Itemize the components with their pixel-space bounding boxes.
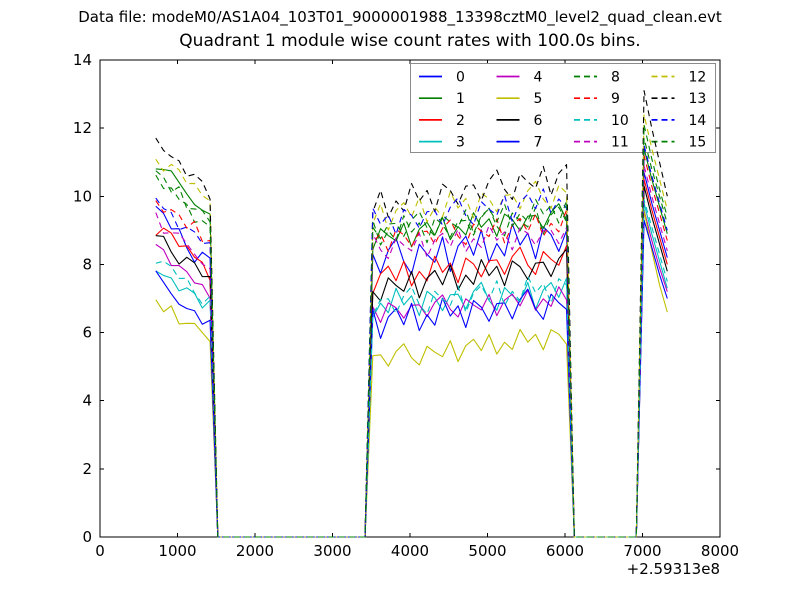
legend-label: 5: [534, 91, 543, 107]
legend-label: 13: [689, 91, 707, 107]
series-line-0: [155, 171, 668, 538]
x-tick-label: 3000: [313, 542, 351, 560]
series-line-3: [155, 202, 668, 538]
y-tick-label: 8: [82, 255, 92, 273]
series-line-8: [155, 137, 668, 538]
y-tick-label: 6: [82, 324, 92, 342]
series-line-15: [155, 124, 668, 538]
legend-label: 11: [611, 135, 629, 151]
legend-label: 7: [534, 135, 543, 151]
y-tick-label: 4: [82, 392, 92, 410]
y-tick-label: 14: [73, 51, 92, 69]
series-line-14: [155, 144, 668, 538]
x-tick-label: 4000: [391, 542, 429, 560]
legend-label: 10: [611, 113, 629, 129]
legend-label: 0: [456, 70, 465, 86]
series-line-4: [155, 209, 668, 538]
legend-label: 3: [456, 135, 465, 151]
y-tick-label: 12: [73, 119, 92, 137]
legend-label: 1: [456, 91, 465, 107]
legend-label: 9: [611, 91, 620, 107]
series-line-13: [155, 90, 668, 538]
x-tick-label: 5000: [468, 542, 506, 560]
legend-label: 4: [534, 70, 543, 86]
y-tick-label: 10: [73, 187, 92, 205]
chart-title: Quadrant 1 module wise count rates with …: [179, 31, 641, 51]
legend-label: 6: [534, 113, 543, 129]
x-tick-label: 2000: [236, 542, 274, 560]
x-tick-label: 8000: [701, 542, 739, 560]
data-file-label: Data file: modeM0/AS1A04_103T01_90000019…: [78, 8, 722, 26]
series-line-5: [155, 209, 668, 538]
legend-label: 12: [689, 70, 707, 86]
series-line-9: [155, 154, 668, 538]
series-line-11: [155, 165, 668, 538]
legend-label: 14: [689, 113, 707, 129]
x-tick-label: 7000: [623, 542, 661, 560]
series-line-6: [155, 185, 668, 538]
series-line-1: [155, 148, 668, 538]
legend-label: 15: [689, 135, 707, 151]
legend-box: [410, 63, 716, 153]
legend-label: 2: [456, 113, 465, 129]
series-line-7: [155, 219, 668, 538]
x-tick-label: 6000: [546, 542, 584, 560]
legend-label: 8: [611, 70, 620, 86]
series-line-12: [155, 113, 668, 538]
y-tick-label: 2: [82, 460, 92, 478]
x-tick-label: 1000: [158, 542, 196, 560]
x-tick-label: 0: [95, 542, 105, 560]
y-tick-label: 0: [82, 528, 92, 546]
x-offset-label: +2.59313e8: [627, 560, 720, 578]
